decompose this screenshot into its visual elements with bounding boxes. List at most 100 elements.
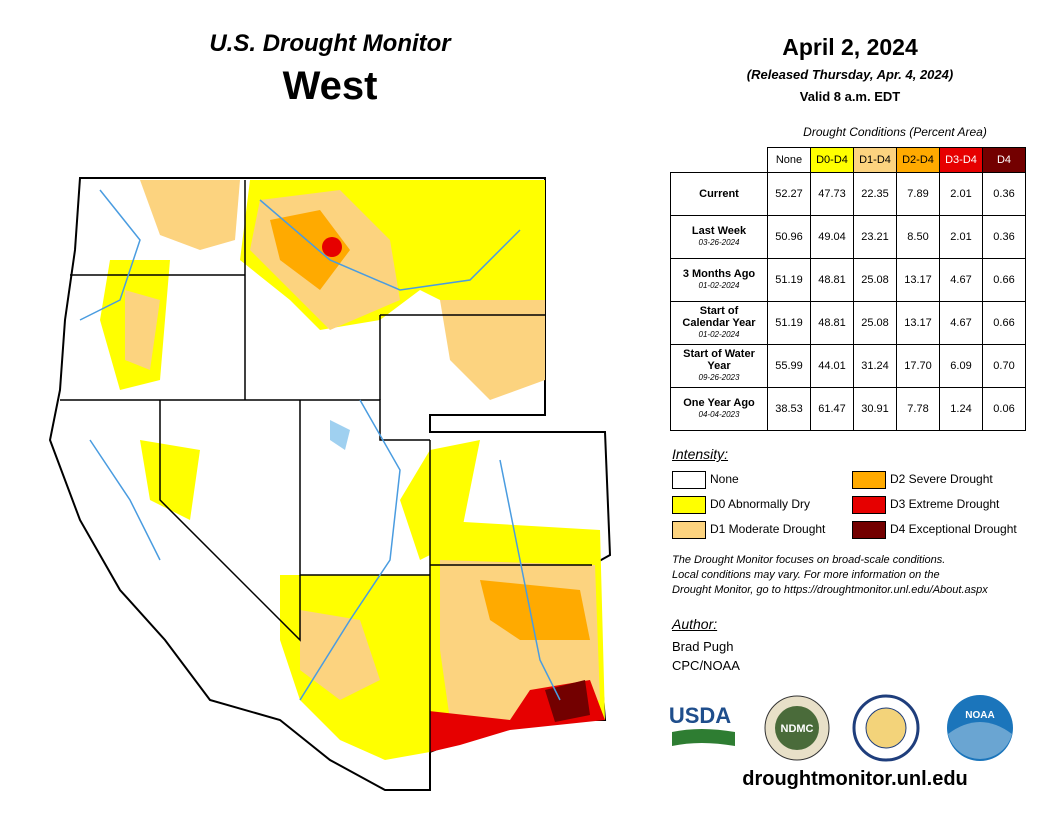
row-label: Current: [670, 172, 768, 216]
column-header: D1-D4: [853, 147, 897, 173]
legend-label: D1 Moderate Drought: [710, 522, 826, 536]
row-label: 3 Months Ago 01-02-2024: [670, 258, 768, 302]
cell: 13.17: [896, 301, 940, 345]
conditions-table: None D0-D4 D1-D4 D2-D4 D3-D4 D4 Current 52.27 47…: [670, 147, 1026, 431]
cell: 0.36: [982, 172, 1026, 216]
d1-area: [140, 180, 240, 250]
column-header: D3-D4: [939, 147, 983, 173]
cell: 17.70: [896, 344, 940, 388]
table-row: Start of Calendar Year 01-02-2024 51.19 48.…: [670, 301, 1026, 345]
cell: 51.19: [767, 258, 811, 302]
noaa-wave: [948, 722, 1012, 759]
cell: 7.78: [896, 387, 940, 431]
cell: 44.01: [810, 344, 854, 388]
row-label: Start of Water Year 09-26-2023: [670, 344, 768, 388]
legend-swatch: [672, 521, 706, 539]
cell: 13.17: [896, 258, 940, 302]
row-label-text: Last Week: [691, 225, 747, 237]
cell: 49.04: [810, 215, 854, 259]
cell: 8.50: [896, 215, 940, 259]
row-label-text: Start of Calendar Year: [682, 305, 756, 329]
region: West: [282, 64, 378, 108]
table-row: Start of Water Year 09-26-2023 55.99 44.01 3…: [670, 344, 1026, 388]
note-line: Local conditions may vary. For more info…: [672, 569, 940, 581]
row-label: Last Week 03-26-2024: [670, 215, 768, 259]
cell: 0.70: [982, 344, 1026, 388]
corner: [671, 148, 768, 173]
row-date: 09-26-2023: [698, 373, 740, 382]
column-header: D4: [982, 147, 1026, 173]
note-line: Drought Monitor, go to https://droughtmo…: [672, 584, 988, 596]
d3-area: [322, 237, 342, 257]
table-row: One Year Ago 04-04-2023 38.53 61.47 30.91 7.7…: [670, 387, 1026, 431]
cell: 0.06: [982, 387, 1026, 431]
row-label-text: Start of Water Year: [683, 348, 755, 372]
row-date: 04-04-2023: [698, 410, 740, 419]
cell: 4.67: [939, 258, 983, 302]
cell: 31.24: [853, 344, 897, 388]
table-row: Current 52.27 47.73 22.35 7.89 2.01 0.36: [670, 172, 1026, 216]
cell: 61.47: [810, 387, 854, 431]
cell: 4.67: [939, 301, 983, 345]
author-heading: Author:: [672, 616, 718, 632]
header-row: None D0-D4 D1-D4 D2-D4 D3-D4 D4: [671, 147, 1026, 173]
column-header: D2-D4: [896, 147, 940, 173]
cell: 48.81: [810, 301, 854, 345]
cell: 25.08: [853, 258, 897, 302]
row-label: One Year Ago 04-04-2023: [670, 387, 768, 431]
usda-mark: [672, 729, 735, 746]
row-label: Start of Calendar Year 01-02-2024: [670, 301, 768, 345]
cell: 38.53: [767, 387, 811, 431]
cell: 6.09: [939, 344, 983, 388]
row-date: 01-02-2024: [698, 330, 740, 339]
cell: 0.66: [982, 301, 1026, 345]
cell: 55.99: [767, 344, 811, 388]
legend-label: None: [710, 472, 739, 486]
d4-area: [545, 680, 590, 722]
noaa-logo: [947, 695, 1013, 761]
table-row: 3 Months Ago 01-02-2024 51.19 48.81 25.08 13.…: [670, 258, 1026, 302]
row-label-text: Current: [699, 188, 739, 200]
cell: 23.21: [853, 215, 897, 259]
noaa-text: NOAA: [965, 710, 994, 721]
cell: 22.35: [853, 172, 897, 216]
legend-label: D4 Exceptional Drought: [890, 522, 1017, 536]
cell: 25.08: [853, 301, 897, 345]
d0-area: [140, 440, 200, 520]
cell: 2.01: [939, 172, 983, 216]
cell: 52.27: [767, 172, 811, 216]
cell: 1.24: [939, 387, 983, 431]
note-line: The Drought Monitor focuses on broad-sca…: [672, 554, 946, 566]
row-date: 03-26-2024: [698, 238, 740, 247]
state-lines: [60, 180, 592, 752]
legend-swatch: [852, 496, 886, 514]
rivers: [79, 189, 561, 701]
title: U.S. Drought Monitor: [209, 30, 451, 57]
d2-area: [480, 580, 590, 640]
legend-swatch: [672, 496, 706, 514]
d1-area: [440, 300, 545, 400]
logos: USDA NDMC NOAA: [669, 694, 1013, 762]
doc-seal-inner: [865, 707, 907, 749]
date: April 2, 2024: [782, 34, 918, 60]
table-row: Last Week 03-26-2024 50.96 49.04 23.21 8.50 2.…: [670, 215, 1026, 259]
cell: 47.73: [810, 172, 854, 216]
author: Brad Pugh CPC/NOAA: [672, 637, 740, 675]
cell: 30.91: [853, 387, 897, 431]
legend-swatch: [852, 471, 886, 489]
ndmc-inner: [775, 706, 819, 750]
note: The Drought Monitor focuses on broad-sca…: [672, 553, 988, 598]
row-date: 01-02-2024: [698, 281, 740, 290]
d2-area: [270, 210, 350, 290]
released: (Released Thursday, Apr. 4, 2024): [746, 67, 954, 82]
valid: Valid 8 a.m. EDT: [799, 89, 901, 104]
cell: 2.01: [939, 215, 983, 259]
cell: 48.81: [810, 258, 854, 302]
author-line: CPC/NOAA: [672, 658, 740, 673]
usda-logo: USDA: [669, 703, 731, 728]
lake: [330, 420, 350, 450]
url: droughtmonitor.unl.edu: [742, 768, 968, 790]
table-caption: Drought Conditions (Percent Area): [803, 125, 987, 139]
legend-label: D2 Severe Drought: [890, 472, 993, 486]
drought-areas: [100, 180, 605, 760]
